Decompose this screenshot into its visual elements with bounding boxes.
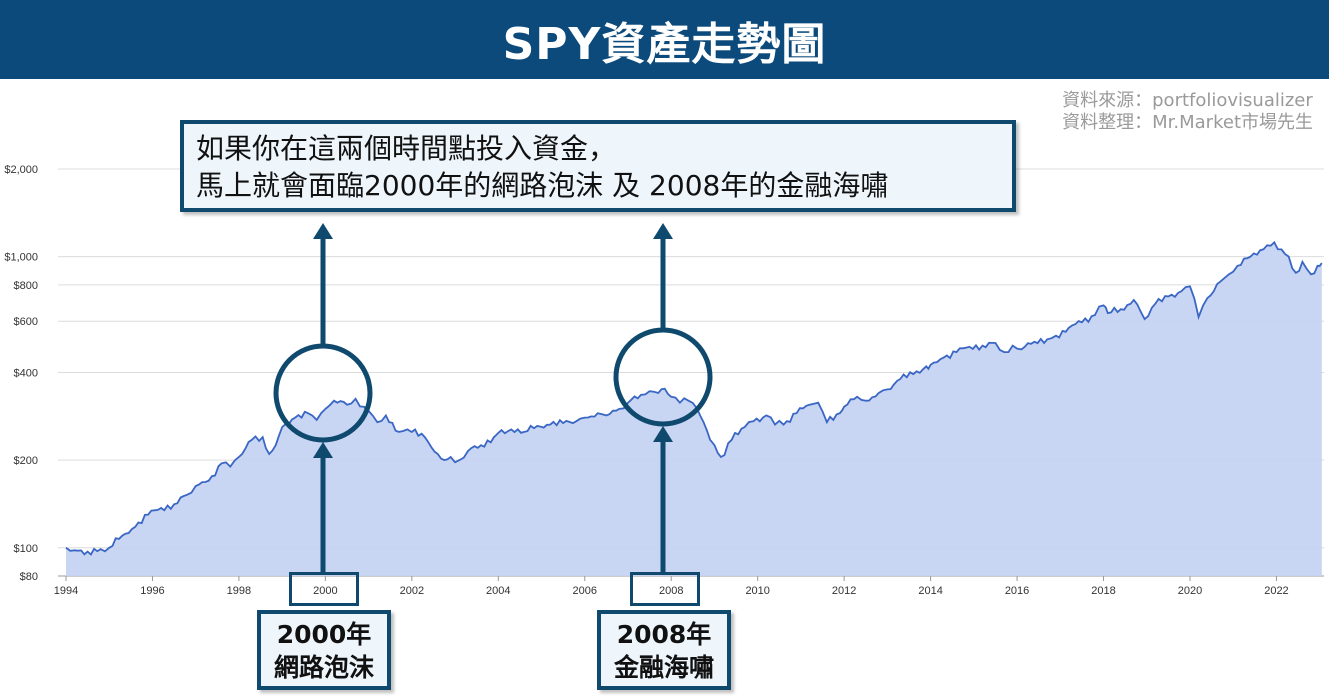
x-tick-label: 2006 [573,585,597,597]
x-tick-label: 1998 [227,585,251,597]
x-tick-label: 2004 [486,585,510,597]
y-axis-labels: $80 $100 $200 $400 $600 $800 $1,000 $2,000 [4,164,38,583]
y-tick-label: $600 [14,316,38,328]
arrow-head [653,426,673,442]
y-tick-label: $200 [14,455,38,467]
highlight-circle-2000 [273,343,373,443]
x-tick-label: 2016 [1005,585,1029,597]
year-2008-highlight [630,572,700,606]
arrow-head [313,442,333,458]
y-tick-label: $1,000 [4,252,38,264]
source-line: 資料來源：portfoliovisualizer [1062,90,1313,111]
x-tick-label: 2008 [659,585,683,597]
label-financial-crisis: 2008年 金融海嘯 [597,610,731,690]
label-year: 2008年 [616,620,712,649]
x-tick-label: 2022 [1264,585,1288,597]
y-tick-label: $400 [14,368,38,380]
x-tick-label: 1996 [140,585,164,597]
title-banner: SPY資產走勢圖 [0,0,1329,79]
x-tick-label: 2002 [400,585,424,597]
label-event: 網路泡沫 [273,653,374,682]
x-tick-label: 2000 [313,585,337,597]
x-axis-labels: 1994 1996 1998 2000 2002 2004 2006 2008 2010 2012… [54,576,1289,597]
callout-box: 如果你在這兩個時間點投入資金， 馬上就會面臨2000年的網路泡沫 及 2008年… [180,120,1016,212]
y-tick-label: $80 [20,571,38,583]
x-tick-label: 1994 [54,585,78,597]
compiler-line: 資料整理：Mr.Market市場先生 [1062,112,1313,133]
y-tick-label: $2,000 [4,164,38,176]
label-event: 金融海嘯 [613,653,714,682]
series-line [65,240,1323,556]
x-tick-label: 2012 [832,585,856,597]
x-tick-label: 2018 [1091,585,1115,597]
x-tick-label: 2014 [918,585,942,597]
x-tick-label: 2010 [745,585,769,597]
arrow-head [653,223,673,239]
arrow-head [313,223,333,239]
x-tick-label: 2020 [1178,585,1202,597]
annotations [273,223,713,572]
year-2000-highlight [289,572,359,606]
label-dotcom-bubble: 2000年 網路泡沫 [257,610,391,690]
label-year: 2000年 [276,620,372,649]
page-title: SPY資產走勢圖 [502,18,827,70]
source-note: 資料來源：portfoliovisualizer 資料整理：Mr.Market市… [1062,90,1313,134]
y-tick-label: $100 [14,543,38,555]
y-tick-label: $800 [14,280,38,292]
callout-line: 馬上就會面臨2000年的網路泡沫 及 2008年的金融海嘯 [196,169,889,202]
callout-line: 如果你在這兩個時間點投入資金， [196,132,617,165]
